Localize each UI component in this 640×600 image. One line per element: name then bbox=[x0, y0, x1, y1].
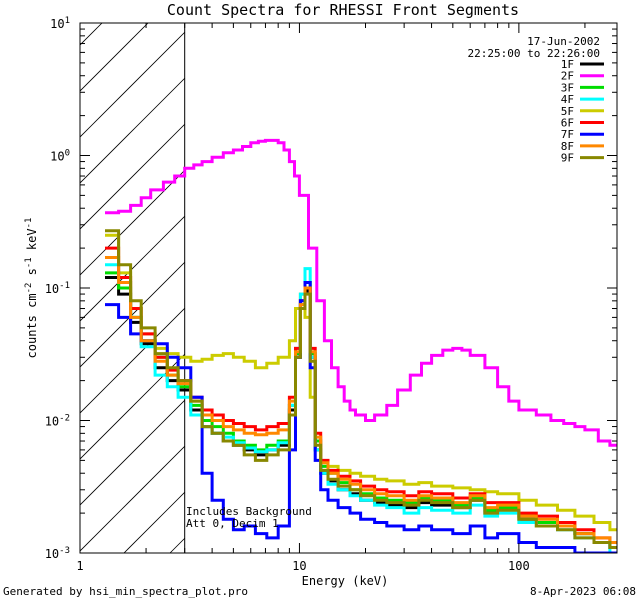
hatch-mask bbox=[184, 23, 617, 553]
hatch-line bbox=[80, 23, 195, 138]
legend-label-1f: 1F bbox=[561, 58, 574, 71]
annotation-attenuator: Att 0, Decim 1 bbox=[186, 517, 279, 530]
legend-label-7f: 7F bbox=[561, 128, 574, 141]
hatched-region bbox=[0, 0, 617, 553]
chart-title: Count Spectra for RHESSI Front Segments bbox=[167, 1, 519, 19]
x-tick-label-10: 10 bbox=[292, 559, 306, 573]
time-range-label: 22:25:00 to 22:26:00 bbox=[468, 47, 600, 60]
y-tick-label-1e-3: 10-3 bbox=[45, 546, 70, 561]
series-group bbox=[105, 138, 617, 553]
date-label: 17-Jun-2002 bbox=[527, 35, 600, 48]
footer-timestamp: 8-Apr-2023 06:08 bbox=[530, 585, 636, 598]
legend-label-4f: 4F bbox=[561, 93, 574, 106]
x-axis-label: Energy (keV) bbox=[302, 574, 389, 588]
axis-ticks bbox=[79, 22, 617, 554]
y-axis-label: counts cm-2 s-1 keV-1 bbox=[24, 218, 39, 359]
footer-generator: Generated by hsi_min_spectra_plot.pro bbox=[3, 585, 248, 598]
legend-label-9f: 9F bbox=[561, 152, 574, 165]
x-tick-label-1: 1 bbox=[76, 559, 83, 573]
hatch-line bbox=[0, 0, 80, 553]
y-tick-label-1e1: 101 bbox=[50, 16, 70, 31]
legend-label-8f: 8F bbox=[561, 140, 574, 153]
series-line-2f bbox=[105, 138, 617, 447]
y-tick-label-1e0: 100 bbox=[50, 149, 70, 164]
y-tick-label-1e-2: 10-2 bbox=[45, 414, 70, 429]
series-line-7f bbox=[105, 281, 617, 553]
legend-label-5f: 5F bbox=[561, 105, 574, 118]
series-line-9f bbox=[105, 229, 617, 549]
legend-label-2f: 2F bbox=[561, 70, 574, 83]
annotation-background: Includes Background bbox=[186, 505, 312, 518]
x-tick-label-100: 100 bbox=[508, 559, 530, 573]
y-tick-labels: 10-3 10-2 10-1 100 101 bbox=[45, 16, 70, 561]
hatch-line bbox=[80, 23, 149, 92]
y-tick-label-1e-1: 10-1 bbox=[45, 281, 70, 296]
legend-label-3f: 3F bbox=[561, 81, 574, 94]
legend-label-6f: 6F bbox=[561, 117, 574, 130]
